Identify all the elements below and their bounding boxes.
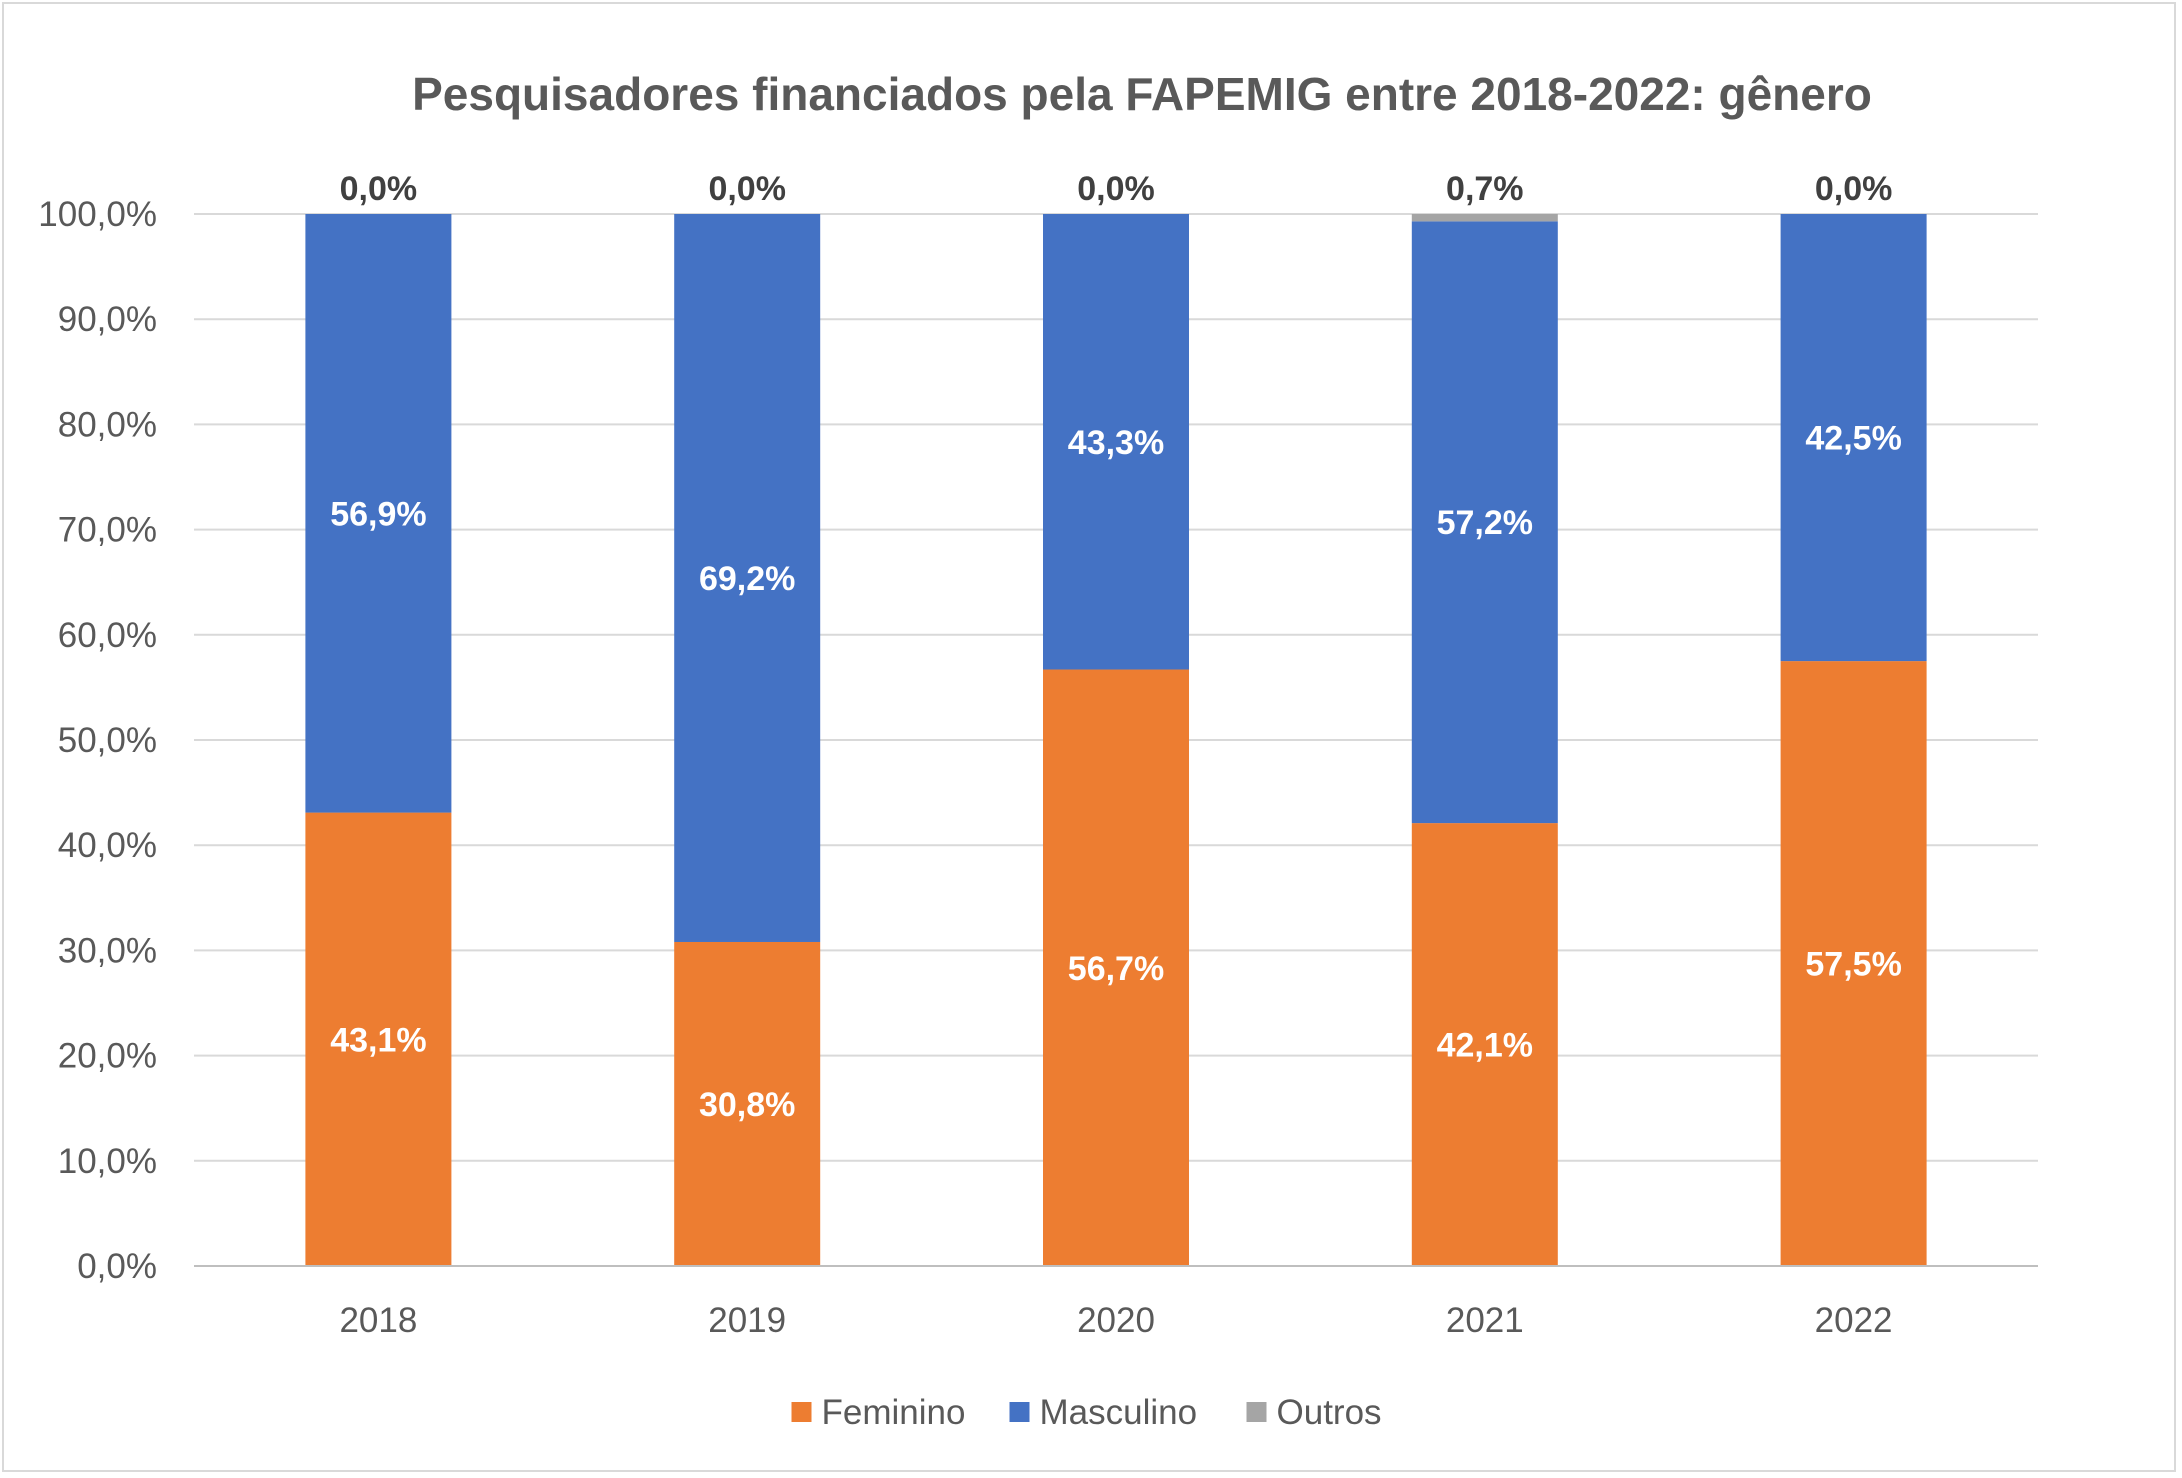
legend: Feminino Masculino Outros	[791, 1393, 1382, 1432]
data-label-feminino: 43,1%	[330, 1021, 426, 1059]
legend-label-feminino: Feminino	[822, 1393, 966, 1432]
data-label-masculino: 69,2%	[699, 560, 795, 598]
y-tick-label: 10,0%	[58, 1142, 157, 1181]
y-tick-label: 30,0%	[58, 931, 157, 970]
data-label-feminino: 57,5%	[1805, 946, 1901, 984]
stacked-bar-chart: Pesquisadores financiados pela FAPEMIG e…	[38, 68, 2038, 1432]
y-tick-label: 60,0%	[58, 616, 157, 655]
y-tick-label: 50,0%	[58, 721, 157, 760]
y-tick-label: 100,0%	[38, 195, 157, 234]
data-label-outros: 0,0%	[708, 170, 786, 208]
data-label-outros: 0,0%	[1077, 170, 1155, 208]
y-tick-label: 20,0%	[58, 1037, 157, 1076]
data-label-feminino: 30,8%	[699, 1086, 795, 1124]
data-label-outros: 0,0%	[340, 170, 418, 208]
x-tick-label: 2018	[339, 1301, 417, 1340]
bar-outros-2021	[1411, 214, 1558, 222]
x-tick-label: 2022	[1815, 1301, 1893, 1340]
data-label-outros: 0,0%	[1815, 170, 1893, 208]
bar-masculino-2018	[305, 214, 452, 813]
y-axis: 0,0% 10,0% 20,0% 30,0% 40,0% 50,0% 60,0% 70,0% 8…	[38, 195, 157, 1286]
data-label-masculino: 57,2%	[1437, 504, 1533, 542]
data-label-masculino: 42,5%	[1805, 420, 1901, 458]
data-label-masculino: 43,3%	[1068, 424, 1164, 462]
data-labels: 43,1% 56,9% 0,0% 30,8% 69,2% 0,0% 56,7% 43,3% 0,…	[330, 170, 1902, 1124]
y-tick-label: 40,0%	[58, 826, 157, 865]
legend-swatch-outros	[1246, 1402, 1267, 1422]
x-tick-label: 2019	[708, 1301, 786, 1340]
bar-feminino-2020	[1043, 669, 1189, 1266]
bar-masculino-2021	[1411, 221, 1558, 824]
y-tick-label: 80,0%	[58, 405, 157, 444]
y-tick-label: 0,0%	[77, 1247, 157, 1286]
legend-swatch-feminino	[791, 1402, 812, 1422]
legend-swatch-masculino	[1009, 1402, 1030, 1422]
legend-label-outros: Outros	[1277, 1393, 1382, 1432]
data-label-feminino: 56,7%	[1068, 950, 1164, 988]
chart-title: Pesquisadores financiados pela FAPEMIG e…	[412, 68, 1872, 120]
x-tick-label: 2021	[1446, 1301, 1524, 1340]
bar-masculino-2020	[1043, 214, 1189, 670]
bar-masculino-2022	[1780, 214, 1927, 662]
data-label-feminino: 42,1%	[1437, 1027, 1533, 1065]
bar-feminino-2019	[674, 941, 821, 1266]
bar-feminino-2021	[1411, 823, 1558, 1266]
bar-feminino-2022	[1780, 661, 1927, 1266]
data-label-masculino: 56,9%	[330, 495, 426, 533]
y-tick-label: 70,0%	[58, 511, 157, 550]
data-label-outros: 0,7%	[1446, 170, 1524, 208]
legend-label-masculino: Masculino	[1040, 1393, 1198, 1432]
y-tick-label: 90,0%	[58, 300, 157, 339]
bars	[305, 214, 1927, 1266]
x-tick-label: 2020	[1077, 1301, 1155, 1340]
bar-masculino-2019	[674, 214, 821, 942]
x-axis: 2018 2019 2020 2021 2022	[194, 1265, 2038, 1340]
bar-feminino-2018	[305, 812, 452, 1266]
